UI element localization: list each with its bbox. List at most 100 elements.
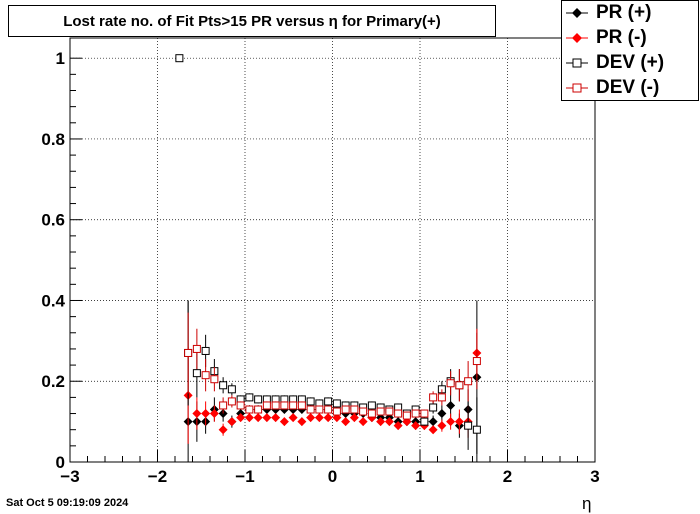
data-point-diamond [279,417,289,427]
legend-entry-pr-minus: PR (-) [562,26,698,50]
data-point-diamond [297,417,307,427]
legend-entry-dev-minus: DEV (-) [562,76,698,100]
data-point-square [236,401,245,410]
legend-marker-red-square [562,76,592,100]
legend-label: PR (-) [596,27,647,48]
data-point-square [210,375,219,384]
data-point-square [332,407,341,416]
data-point-diamond [209,409,219,419]
y-tick-label: 0.2 [41,372,65,391]
data-point-diamond [288,413,298,423]
data-point-square [367,401,376,410]
data-point-square [219,401,228,410]
data-point-square [175,54,184,63]
data-point-square [184,348,193,357]
y-tick-label: 1 [56,49,65,68]
data-point-square [201,346,210,355]
data-point-square [464,377,473,386]
data-point-square [280,401,289,410]
data-point-square [367,409,376,418]
data-point-square [359,407,368,416]
data-point-diamond [384,417,394,427]
data-point-diamond [306,413,316,423]
data-point-square [324,405,333,414]
data-point-diamond [349,413,359,423]
data-point-diamond [437,409,447,419]
data-point-square [227,397,236,406]
data-point-square [455,381,464,390]
data-point-diamond [428,417,438,427]
legend-entry-pr-plus: PR (+) [562,1,698,25]
legend-label: DEV (-) [596,77,660,98]
legend-label: PR (+) [596,2,652,23]
legend-marker-black-diamond [562,1,592,25]
data-point-diamond [244,413,254,423]
data-point-diamond [341,417,351,427]
data-point-diamond [358,417,368,427]
data-point-diamond [323,413,333,423]
x-axis-label: η [582,494,592,513]
data-point-diamond [376,417,386,427]
data-point-square [429,403,438,412]
data-point-diamond [411,421,421,431]
data-point-square [464,421,473,430]
data-point-square [227,385,236,394]
y-tick-label: 0 [56,453,65,472]
legend-marker-black-square [562,51,592,75]
y-tick-label: 0.6 [41,211,65,230]
data-point-diamond [201,409,211,419]
data-point-square [192,369,201,378]
data-point-diamond [428,425,438,435]
data-point-square [394,409,403,418]
y-tick-label: 0.4 [41,291,65,310]
data-point-square [254,405,263,414]
data-point-diamond [393,421,403,431]
data-point-square [420,409,429,418]
data-point-square [341,405,350,414]
data-point-square [472,425,481,434]
legend: PR (+) PR (-) DEV (+) DEV (-) [561,0,699,101]
legend-marker-red-diamond [562,26,592,50]
data-point-diamond [446,417,456,427]
data-point-diamond [271,413,281,423]
data-point-square [350,405,359,414]
data-point-diamond [446,400,456,410]
data-point-square [472,357,481,366]
x-tick-label: −3 [60,467,79,486]
data-point-square [411,409,420,418]
data-point-square [192,344,201,353]
data-point-diamond [253,413,263,423]
x-tick-label: 3 [590,467,599,486]
data-point-square [446,379,455,388]
data-point-square [437,393,446,402]
data-point-diamond [454,417,464,427]
x-tick-label: 0 [328,467,337,486]
data-point-square [262,401,271,410]
data-point-square [429,393,438,402]
data-point-square [306,405,315,414]
data-point-square [385,407,394,416]
data-point-square [254,395,263,404]
data-point-square [324,397,333,406]
datestamp: Sat Oct 5 09:19:09 2024 [6,497,129,509]
legend-label: DEV (+) [596,52,665,73]
x-tick-label: 2 [503,467,512,486]
data-point-square [297,401,306,410]
data-point-square [245,393,254,402]
data-point-square [289,401,298,410]
x-tick-label: −1 [235,467,254,486]
data-point-square [306,397,315,406]
data-point-square [376,407,385,416]
data-point-diamond [227,417,237,427]
data-point-square [201,371,210,380]
data-point-square [219,381,228,390]
data-point-square [245,405,254,414]
x-tick-label: 1 [415,467,424,486]
data-point-diamond [192,409,202,419]
legend-entry-dev-plus: DEV (+) [562,51,698,75]
data-point-diamond [314,413,324,423]
data-point-square [402,411,411,420]
data-point-diamond [236,413,246,423]
chart-title: Lost rate no. of Fit Pts>15 PR versus η … [8,5,496,37]
